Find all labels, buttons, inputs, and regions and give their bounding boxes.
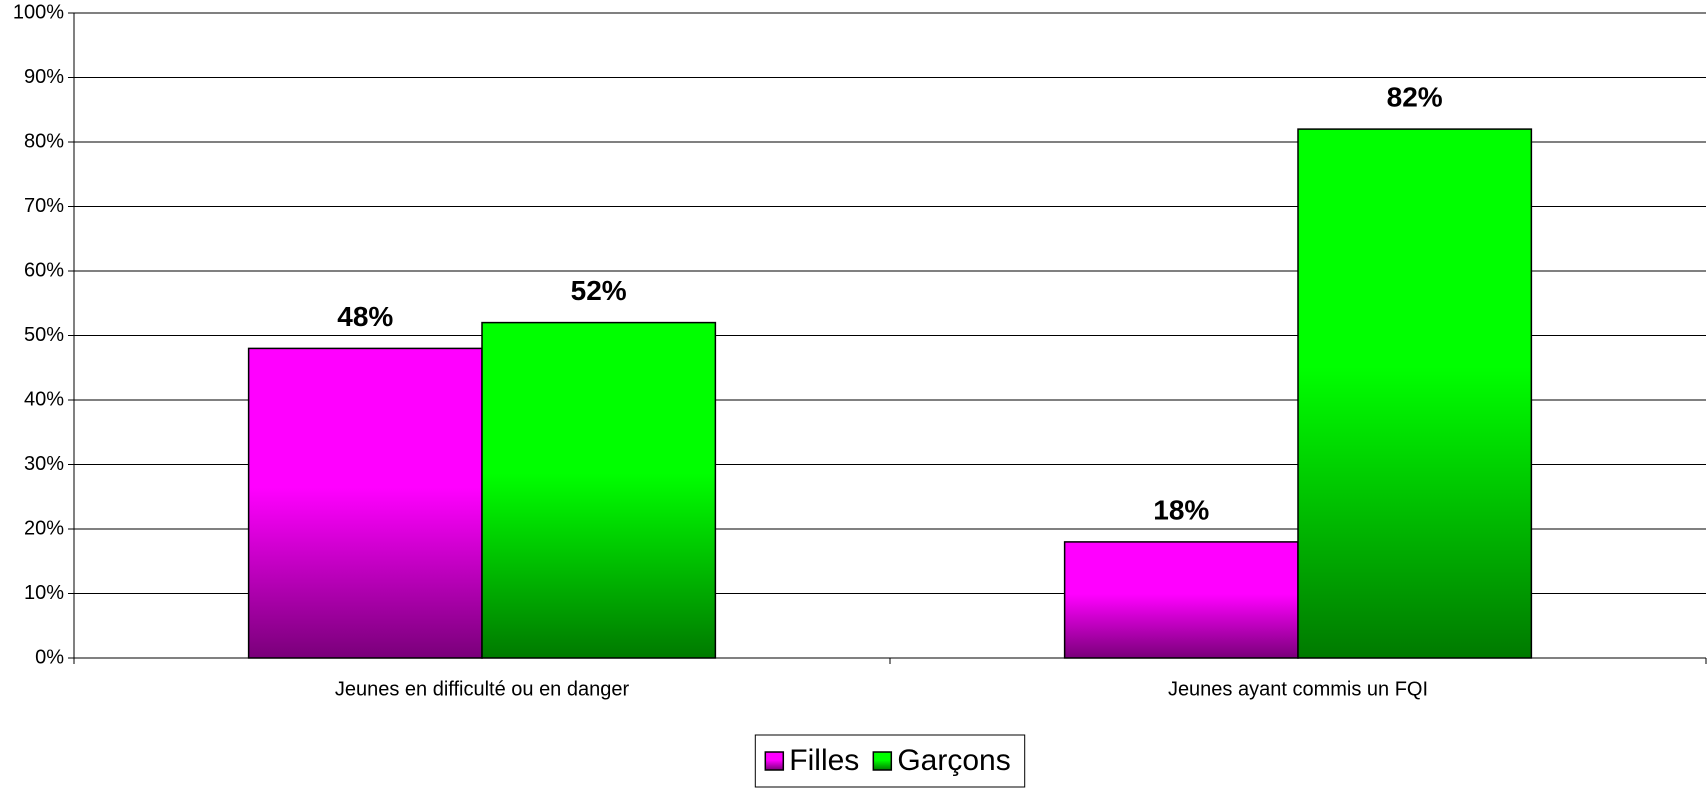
y-tick-label: 70% [24, 195, 64, 217]
y-tick-label: 80% [24, 130, 64, 152]
y-tick-label: 90% [24, 66, 64, 88]
y-tick-label: 100% [13, 1, 64, 23]
y-tick-label: 30% [24, 453, 64, 475]
value-label: 82% [1387, 81, 1443, 112]
value-label: 52% [571, 275, 627, 306]
value-label: 48% [337, 301, 393, 332]
y-tick-label: 20% [24, 517, 64, 539]
y-tick-label: 0% [35, 646, 64, 668]
y-tick-label: 50% [24, 324, 64, 346]
legend-swatch [764, 751, 785, 771]
bar [1063, 541, 1299, 659]
x-tick-label: Jeunes ayant commis un FQI [1168, 678, 1428, 700]
y-tick-label: 60% [24, 259, 64, 281]
bar [481, 321, 717, 659]
bar [247, 347, 483, 659]
legend: Filles Garçons [754, 734, 1026, 788]
x-tick-label: Jeunes en difficulté ou en danger [335, 678, 630, 700]
y-tick-label: 10% [24, 582, 64, 604]
y-tick-label: 40% [24, 388, 64, 410]
value-label: 18% [1153, 494, 1209, 525]
legend-label: Filles [789, 744, 859, 777]
legend-label: Garçons [897, 744, 1010, 777]
legend-swatch [872, 751, 893, 771]
bar [1297, 128, 1533, 659]
